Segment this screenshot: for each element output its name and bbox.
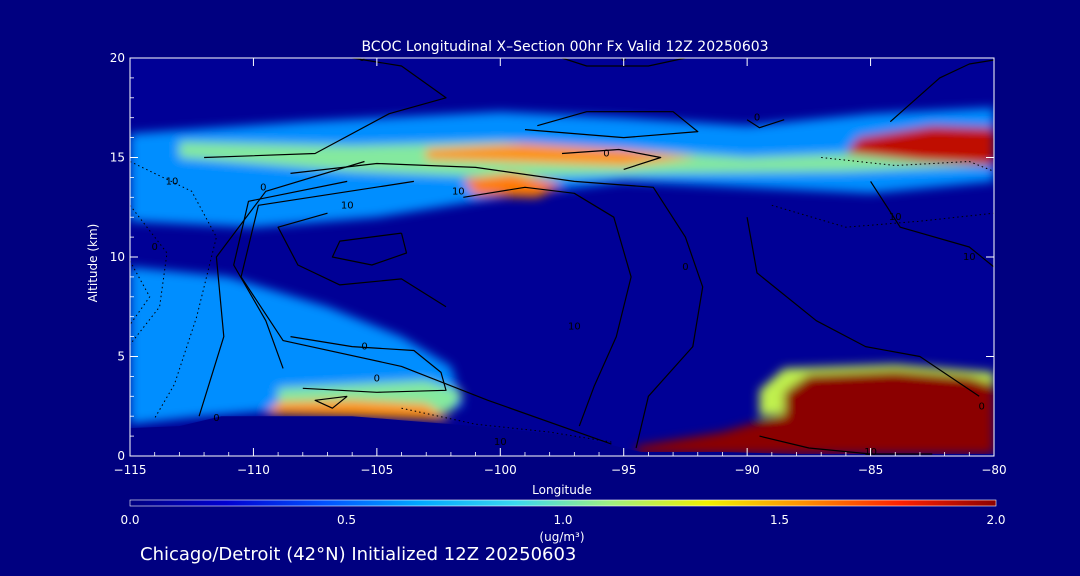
contour-label: 0 <box>374 373 380 384</box>
solid-contours <box>198 58 994 455</box>
concentration-region-surface-east-pool <box>636 370 994 454</box>
contour-label: 0 <box>603 149 609 160</box>
concentration-region-surface-east-halo <box>759 364 994 417</box>
contour-label: 0 <box>260 182 266 193</box>
contour-label: 0 <box>361 342 367 353</box>
contour-label: 0 <box>754 113 760 124</box>
plot-area: 010101000001010010000101000 <box>130 53 994 456</box>
contour-label: 0 <box>151 242 157 253</box>
concentration-region-jet-core-west <box>463 173 562 198</box>
contour-line <box>463 186 632 427</box>
contour-label: 0 <box>359 53 365 64</box>
contour-line <box>561 58 686 67</box>
colorbar-tick-label: 1.0 <box>553 513 572 527</box>
concentration-region-jet-core-east <box>845 125 994 166</box>
y-tick-label: 15 <box>110 151 125 165</box>
x-tick-label: −80 <box>981 463 1006 477</box>
contour-label: 0 <box>682 262 688 273</box>
contour-label: 0 <box>978 401 984 412</box>
contour-line <box>290 336 447 393</box>
contour-line <box>331 232 408 266</box>
contour-line <box>198 160 365 417</box>
dotted-contour-line <box>401 407 612 443</box>
contour-label: 10 <box>568 322 581 333</box>
contour-label: 10 <box>494 437 507 448</box>
concentration-region-upper-band-red <box>426 143 698 166</box>
contour-line <box>870 181 994 268</box>
contour-line <box>314 395 348 409</box>
y-axis: 0 5 10 15 20 <box>110 51 994 463</box>
contour-label: 10 <box>889 212 902 223</box>
dotted-contour-line <box>821 157 994 172</box>
location-caption: Chicago/Detroit (42°N) Initialized 12Z 2… <box>140 544 576 565</box>
colorbar-tick-label: 2.0 <box>986 513 1005 527</box>
contour-label: 10 <box>452 186 465 197</box>
y-tick-label: 10 <box>110 250 125 264</box>
contour-line <box>524 111 699 139</box>
x-tick-label: −95 <box>611 463 636 477</box>
contour-line <box>240 180 612 445</box>
concentration-region-lower-west-red <box>265 400 451 421</box>
x-axis: −115 −110 −105 −100 −95 −90 −85 −80 <box>114 58 1007 477</box>
y-tick-label: 20 <box>110 51 125 65</box>
contour-line <box>233 180 348 369</box>
x-tick-label: −115 <box>114 463 147 477</box>
contour-line <box>746 217 980 397</box>
x-axis-label: Longitude <box>532 483 592 497</box>
colorbar-ticks: 0.0 0.5 1.0 1.5 2.0 <box>120 513 1005 527</box>
y-tick-label: 0 <box>117 449 125 463</box>
y-axis-label: Altitude (km) <box>86 224 100 303</box>
chart-title: BCOC Longitudinal X–Section 00hr Fx Vali… <box>361 39 768 55</box>
contour-line <box>561 148 662 170</box>
dotted-contours <box>130 157 994 443</box>
contour-line <box>204 58 447 159</box>
x-tick-label: −85 <box>858 463 883 477</box>
contour-line <box>889 59 994 123</box>
x-tick-label: −110 <box>237 463 270 477</box>
dotted-contour-line <box>130 161 217 419</box>
contour-line <box>746 119 785 129</box>
terrain-profile <box>130 416 994 456</box>
colorbar <box>129 499 997 507</box>
colorbar-tick-label: 0.0 <box>120 513 139 527</box>
contour-line <box>759 435 933 455</box>
contour-label: 10 <box>963 252 976 263</box>
contour-line <box>277 212 447 308</box>
contour-label: 10 <box>166 176 179 187</box>
x-tick-label: −90 <box>734 463 759 477</box>
contour-label: 10 <box>341 200 354 211</box>
dotted-contour-line <box>130 260 151 325</box>
contour-line <box>290 162 704 449</box>
contour-label: 0 <box>213 413 219 424</box>
colorbar-units: (ug/m³) <box>539 530 584 544</box>
colorbar-tick-label: 1.5 <box>770 513 789 527</box>
x-tick-label: −105 <box>360 463 393 477</box>
y-tick-label: 5 <box>117 350 125 364</box>
colorbar-tick-label: 0.5 <box>337 513 356 527</box>
x-tick-label: −100 <box>484 463 517 477</box>
